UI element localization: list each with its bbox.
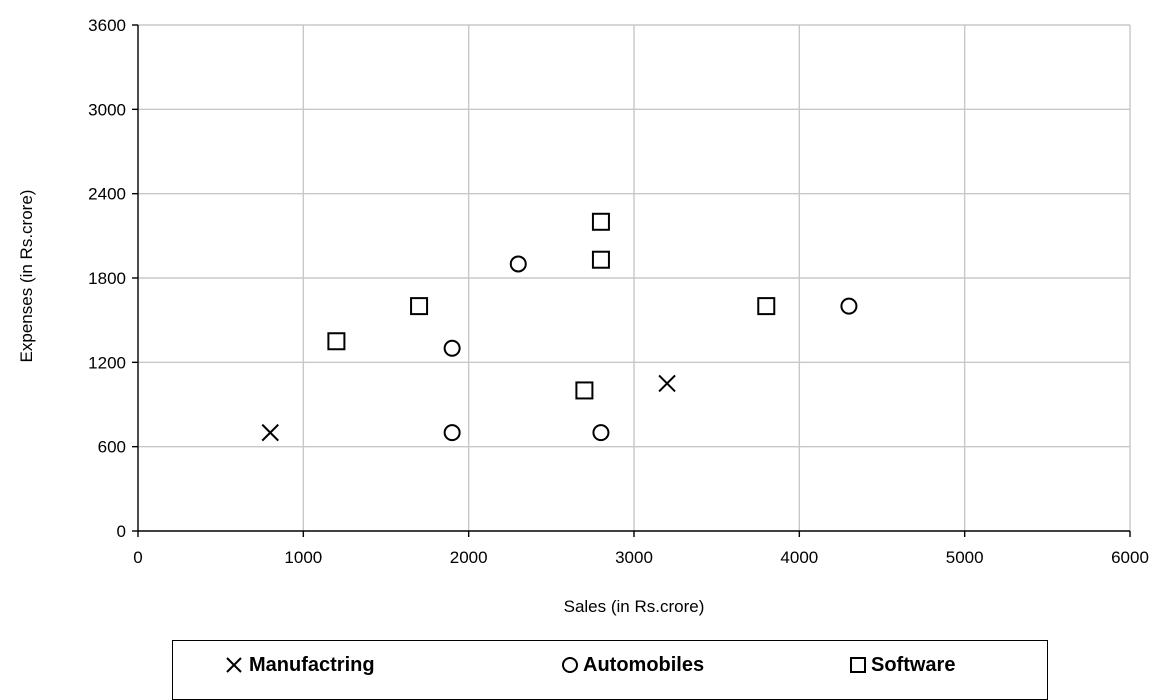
square-marker-icon (850, 657, 866, 673)
x-tick-label: 6000 (1111, 548, 1149, 567)
x-marker-icon (226, 657, 242, 673)
legend-label: Automobiles (583, 653, 705, 676)
legend-item-manufacturing: Manufactring (223, 651, 375, 679)
data-point-automobiles (443, 424, 461, 442)
y-axis-title: Expenses (in Rs.crore) (17, 190, 36, 363)
y-tick-label: 1800 (88, 269, 126, 288)
data-points (261, 212, 858, 442)
data-point-automobiles (509, 255, 527, 273)
y-tick-label: 600 (98, 438, 126, 457)
data-point-software (410, 297, 429, 316)
x-tick-label: 3000 (615, 548, 653, 567)
data-point-manufacturing (658, 374, 676, 393)
data-point-automobiles (443, 339, 461, 357)
circle-marker-icon (562, 657, 578, 673)
legend-label: Software (871, 653, 956, 676)
data-point-software (757, 297, 776, 316)
y-tick-label: 2400 (88, 185, 126, 204)
x-tick-label: 1000 (284, 548, 322, 567)
data-point-software (591, 212, 610, 231)
y-tick-label: 3600 (88, 16, 126, 35)
x-marker-stroke (261, 423, 279, 442)
legend-item-software: Software (849, 651, 955, 679)
data-point-software (591, 250, 610, 269)
legend: Manufactring Automobiles Software (172, 640, 1048, 700)
y-tick-label: 1200 (88, 353, 126, 372)
x-tick-label: 4000 (780, 548, 818, 567)
data-point-software (575, 381, 594, 400)
x-marker-stroke (658, 374, 676, 393)
data-point-automobiles (592, 424, 610, 442)
legend-item-automobiles: Automobiles (561, 651, 704, 679)
data-point-manufacturing (261, 423, 279, 442)
y-tick-label: 3000 (88, 100, 126, 119)
legend-label: Manufactring (249, 653, 375, 676)
x-tick-label: 0 (133, 548, 142, 567)
grid-lines (138, 24, 1131, 531)
x-tick-label: 5000 (946, 548, 984, 567)
tick-labels: 0 1000 2000 3000 4000 5000 6000 0 600 1200 1800 240… (88, 16, 1149, 567)
data-point-automobiles (840, 297, 858, 315)
data-point-software (327, 332, 346, 351)
scatter-chart: 0 1000 2000 3000 4000 5000 6000 0 600 1200 1800 240… (17, 16, 1149, 616)
x-axis-title: Sales (in Rs.crore) (564, 597, 705, 616)
x-tick-label: 2000 (450, 548, 488, 567)
axes (132, 24, 1131, 537)
y-tick-label: 0 (117, 522, 126, 541)
